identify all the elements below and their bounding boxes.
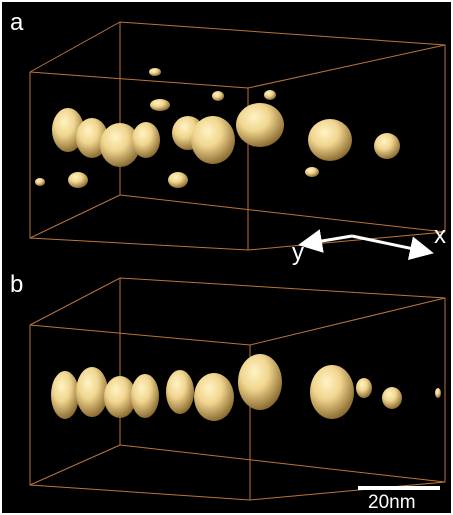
particle xyxy=(236,103,284,147)
particle xyxy=(305,167,319,177)
particle xyxy=(264,90,276,100)
axis-label: y xyxy=(292,239,304,266)
particle xyxy=(356,378,372,398)
particle xyxy=(194,373,234,421)
background xyxy=(2,2,451,513)
panel-label: b xyxy=(10,271,23,298)
scale-bar-label: 20nm xyxy=(368,492,416,513)
particle xyxy=(132,122,160,158)
axis-label: x xyxy=(434,222,446,249)
page: a y x b 20nm (() => { const data = JSON.… xyxy=(0,0,453,515)
particle xyxy=(308,119,352,161)
particle xyxy=(166,370,194,414)
particle xyxy=(212,91,224,101)
particle xyxy=(168,172,188,188)
particle xyxy=(51,371,79,419)
particle xyxy=(374,133,400,159)
particle xyxy=(150,99,170,111)
particle xyxy=(35,178,45,186)
particle xyxy=(310,365,354,419)
particle xyxy=(191,116,235,164)
particle xyxy=(435,388,441,398)
panel-label: a xyxy=(10,9,24,36)
particle xyxy=(68,172,88,188)
particle xyxy=(76,367,108,417)
figure: a y x b 20nm xyxy=(0,0,453,515)
particle xyxy=(238,354,282,410)
particle xyxy=(149,68,161,76)
particle xyxy=(131,374,159,418)
particle xyxy=(382,387,402,409)
